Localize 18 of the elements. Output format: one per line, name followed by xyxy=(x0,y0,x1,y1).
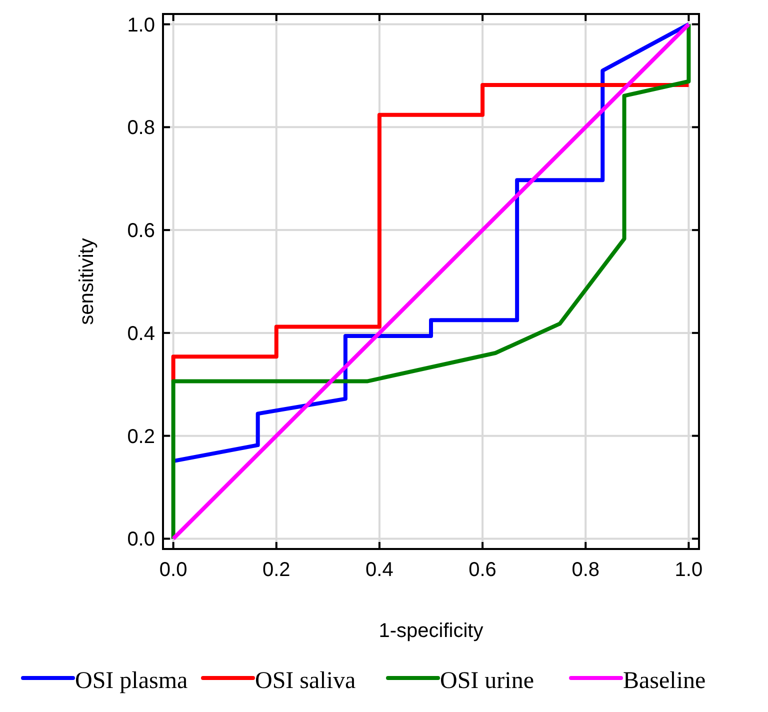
x-axis-title: 1-specificity xyxy=(378,620,484,642)
legend-label: OSI saliva xyxy=(255,668,356,694)
legend-label: Baseline xyxy=(623,668,706,694)
y-tick-label: 0.0 xyxy=(127,528,155,551)
y-tick-label: 0.8 xyxy=(127,117,155,140)
x-tick-label: 0.4 xyxy=(366,559,394,581)
y-tick-label: 0.4 xyxy=(127,322,155,345)
x-tick-label: 0.6 xyxy=(468,559,496,581)
x-tick-label: 0.0 xyxy=(159,559,188,581)
x-tick-label: 0.2 xyxy=(262,559,290,581)
y-axis-title: sensitivity xyxy=(76,238,98,325)
y-tick-label: 0.2 xyxy=(127,426,155,448)
y-tick-label: 1.0 xyxy=(127,14,155,36)
x-tick-label: 0.8 xyxy=(572,559,600,581)
legend-label: OSI urine xyxy=(440,668,534,694)
x-tick-label: 1.0 xyxy=(674,559,703,581)
legend-label: OSI plasma xyxy=(75,668,188,694)
y-tick-label: 0.6 xyxy=(127,220,155,242)
